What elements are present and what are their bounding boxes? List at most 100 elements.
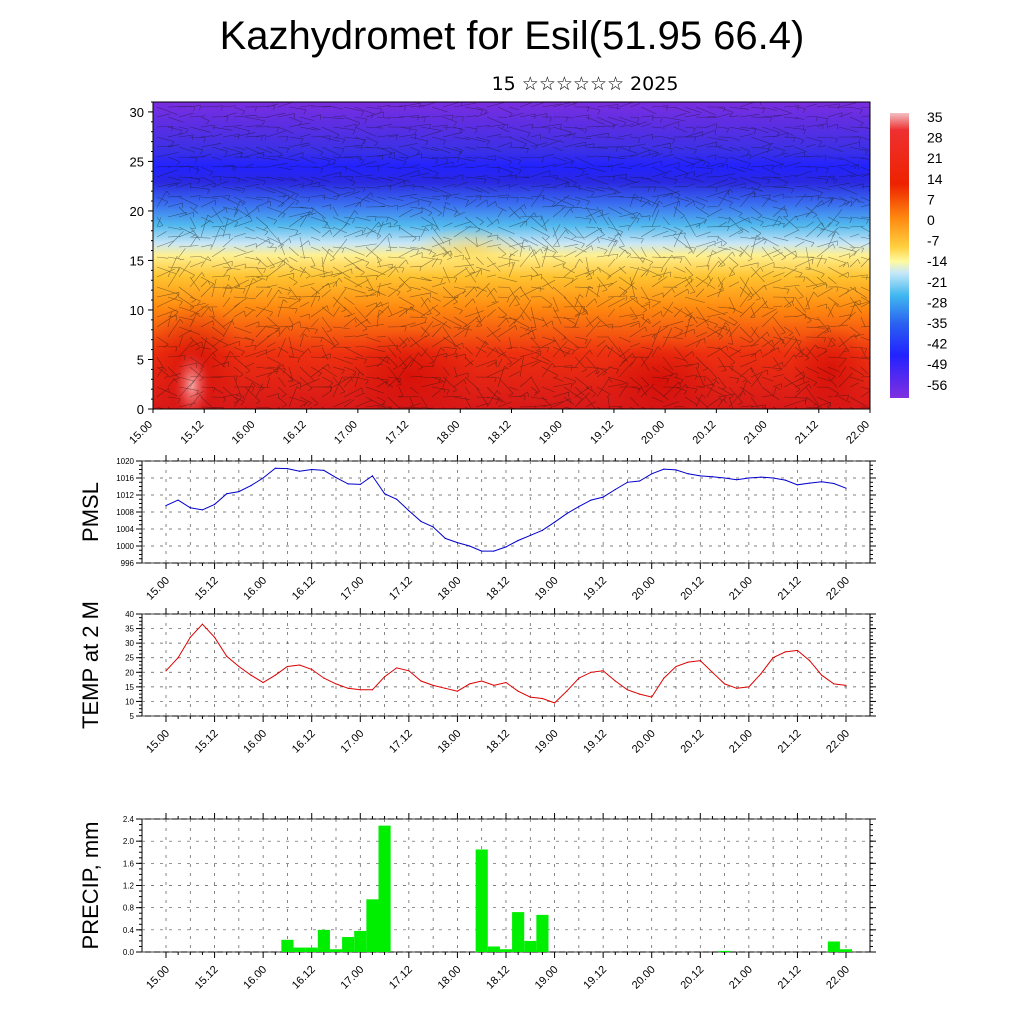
pmsl-point bbox=[760, 476, 762, 478]
x-tick-label: 22.00 bbox=[844, 419, 872, 447]
temp-y-tick-label: 30 bbox=[125, 639, 134, 648]
temp-point bbox=[359, 689, 361, 691]
colorbar-label: -56 bbox=[927, 377, 947, 393]
pmsl-point bbox=[335, 476, 337, 479]
pmsl-x-tick-label: 19.12 bbox=[581, 575, 609, 603]
temp-point bbox=[651, 696, 653, 698]
pmsl-y-tick-label: 1008 bbox=[116, 508, 134, 517]
precip-x-tick-label: 17.12 bbox=[387, 964, 415, 992]
temp-point bbox=[796, 649, 799, 652]
pmsl-point bbox=[699, 475, 701, 477]
pmsl-point bbox=[420, 520, 422, 522]
temp-point bbox=[274, 674, 276, 676]
precip-y-axis-label: PRECIP, mm bbox=[78, 822, 103, 950]
pmsl-point bbox=[687, 473, 689, 475]
page-subtitle: 15 ☆☆☆☆☆☆ 2025 bbox=[491, 73, 679, 95]
x-tick-label: 15.00 bbox=[127, 419, 155, 447]
pmsl-point bbox=[505, 546, 507, 548]
x-tick-label: 18.00 bbox=[434, 419, 462, 447]
pmsl-point bbox=[553, 521, 556, 523]
temp-point bbox=[432, 684, 434, 687]
pmsl-point bbox=[347, 483, 349, 485]
pmsl-point bbox=[663, 468, 665, 470]
pmsl-point bbox=[808, 482, 811, 484]
precip-bar bbox=[827, 941, 840, 952]
pmsl-y-axis-label: PMSL bbox=[78, 482, 103, 542]
colorbar-label: -21 bbox=[927, 274, 947, 290]
pmsl-point bbox=[468, 545, 471, 547]
precip-x-tick-label: 19.12 bbox=[581, 964, 609, 992]
pmsl-point bbox=[213, 503, 216, 505]
y-tick-label: 30 bbox=[130, 105, 144, 120]
pmsl-point bbox=[165, 505, 167, 507]
temp-point bbox=[262, 681, 264, 684]
temp-x-tick-label: 19.12 bbox=[581, 728, 609, 756]
precip-bar bbox=[354, 930, 367, 952]
temp-point bbox=[456, 690, 459, 692]
temp-point bbox=[626, 689, 629, 691]
x-tick-label: 19.12 bbox=[588, 419, 616, 447]
pmsl-point bbox=[566, 513, 568, 515]
temp-point bbox=[505, 681, 507, 684]
y-tick-label: 0 bbox=[137, 402, 144, 417]
pmsl-x-tick-label: 20.12 bbox=[678, 575, 706, 603]
temp-y-tick-label: 25 bbox=[125, 654, 134, 663]
x-tick-label: 21.00 bbox=[742, 419, 770, 447]
pmsl-point bbox=[286, 468, 289, 470]
temp-y-tick-label: 20 bbox=[125, 668, 134, 677]
precip-y-tick-label: 0.0 bbox=[123, 948, 135, 957]
pmsl-point bbox=[274, 467, 276, 469]
temp-x-tick-label: 16.00 bbox=[241, 728, 269, 756]
pmsl-point bbox=[323, 469, 325, 471]
temp-point bbox=[723, 683, 726, 685]
temp-point bbox=[553, 702, 556, 704]
pmsl-point bbox=[226, 493, 228, 495]
colorbar-label: -7 bbox=[927, 233, 940, 249]
precip-x-tick-label: 16.12 bbox=[290, 964, 318, 992]
temp-point bbox=[213, 636, 216, 638]
temp-point bbox=[335, 683, 337, 685]
temp-x-tick-label: 21.00 bbox=[727, 728, 755, 756]
pmsl-point bbox=[784, 479, 786, 481]
temp-point bbox=[578, 677, 580, 679]
colorbar-label: -14 bbox=[927, 253, 947, 269]
colorbar-label: -42 bbox=[927, 336, 947, 352]
precip-bar bbox=[317, 929, 330, 952]
temp-x-tick-label: 20.00 bbox=[630, 728, 658, 756]
pmsl-point bbox=[711, 476, 714, 478]
precip-bar bbox=[293, 947, 306, 952]
precip-x-tick-label: 15.12 bbox=[193, 964, 221, 992]
pmsl-point bbox=[578, 505, 580, 508]
precip-x-tick-label: 20.12 bbox=[678, 964, 706, 992]
pmsl-x-tick-label: 16.12 bbox=[290, 575, 318, 603]
temp-point bbox=[845, 684, 847, 687]
temp-y-tick-label: 5 bbox=[130, 712, 135, 721]
temp-point bbox=[590, 671, 592, 673]
temp-point bbox=[371, 689, 374, 691]
temp-point bbox=[238, 665, 240, 668]
temp-point bbox=[833, 683, 835, 685]
temp-point bbox=[383, 676, 386, 678]
pmsl-point bbox=[772, 477, 774, 479]
precip-x-tick-label: 16.00 bbox=[241, 964, 269, 992]
pmsl-x-tick-label: 16.00 bbox=[241, 575, 269, 603]
pmsl-y-tick-label: 1004 bbox=[116, 525, 134, 534]
pmsl-point bbox=[456, 542, 459, 544]
x-tick-label: 19.00 bbox=[537, 419, 565, 447]
pmsl-x-tick-label: 21.00 bbox=[727, 575, 755, 603]
warm-core bbox=[790, 325, 870, 409]
temp-point bbox=[736, 687, 738, 689]
temp-y-axis-label: TEMP at 2 M bbox=[78, 601, 103, 729]
pmsl-point bbox=[493, 550, 495, 552]
x-tick-label: 21.12 bbox=[793, 419, 821, 447]
precip-x-tick-label: 19.00 bbox=[533, 964, 561, 992]
precip-bar bbox=[378, 825, 391, 952]
pmsl-point bbox=[675, 469, 677, 471]
x-tick-label: 17.12 bbox=[383, 419, 411, 447]
pmsl-point bbox=[517, 539, 519, 542]
pmsl-point bbox=[432, 526, 434, 528]
pmsl-x-tick-label: 20.00 bbox=[630, 575, 658, 603]
temp-point bbox=[201, 623, 204, 625]
